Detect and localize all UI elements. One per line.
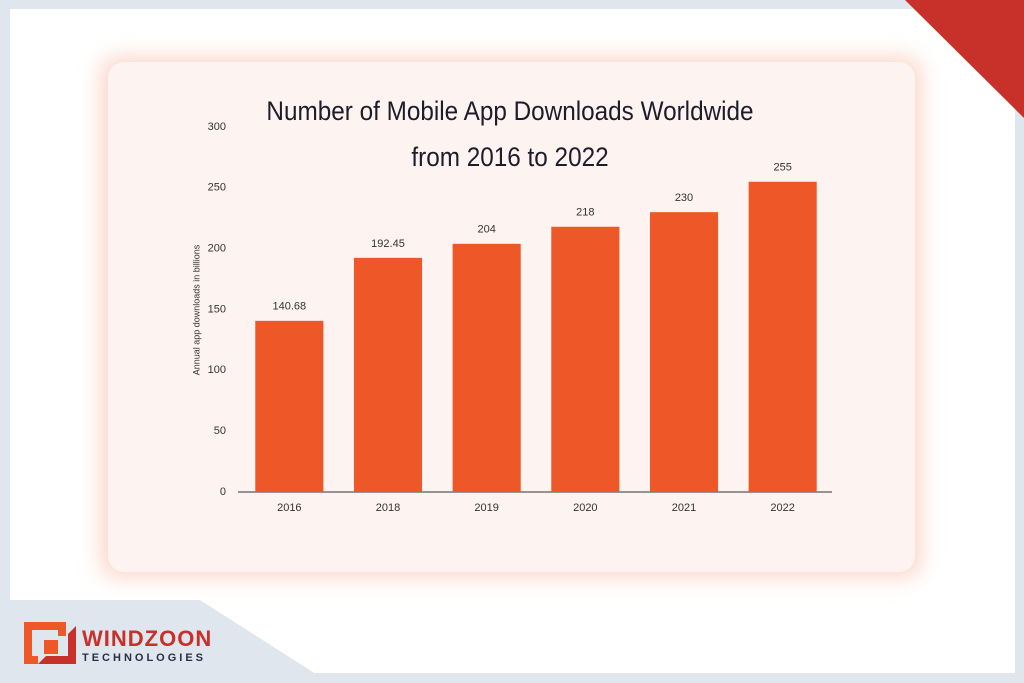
value-label: 192.45 xyxy=(371,238,405,250)
bar xyxy=(649,212,719,492)
bar xyxy=(452,243,521,492)
logo-tagline: TECHNOLOGIES xyxy=(82,652,206,664)
bar xyxy=(353,257,423,492)
bar xyxy=(551,226,620,492)
chart-title: Number of Mobile App Downloads Worldwide… xyxy=(266,96,754,172)
logo-panel xyxy=(0,600,330,683)
y-tick-label: 200 xyxy=(208,243,226,255)
value-label: 230 xyxy=(675,192,693,204)
x-tick-label: 2019 xyxy=(474,502,498,514)
y-axis-label: Annual app downloads in billions xyxy=(191,244,201,375)
bar xyxy=(748,181,817,492)
y-tick-label: 250 xyxy=(208,182,226,194)
y-tick-label: 300 xyxy=(208,121,226,133)
y-tick-label: 100 xyxy=(208,364,226,376)
logo-name: WINDZOON xyxy=(82,626,212,651)
x-tick-label: 2016 xyxy=(277,502,301,514)
bar xyxy=(255,320,324,492)
x-tick-label: 2021 xyxy=(672,502,696,514)
y-tick-label: 0 xyxy=(220,486,226,498)
value-label: 255 xyxy=(773,162,791,174)
x-tick-label: 2020 xyxy=(573,502,597,514)
value-label: 204 xyxy=(477,224,495,236)
y-tick-label: 150 xyxy=(208,303,226,315)
logo-icon xyxy=(24,622,76,664)
x-tick-label: 2022 xyxy=(770,502,794,514)
y-tick-label: 50 xyxy=(214,425,226,437)
x-tick-label: 2018 xyxy=(376,502,400,514)
value-label: 218 xyxy=(576,207,594,219)
value-label: 140.68 xyxy=(273,301,307,313)
corner-triangle xyxy=(905,0,1024,118)
